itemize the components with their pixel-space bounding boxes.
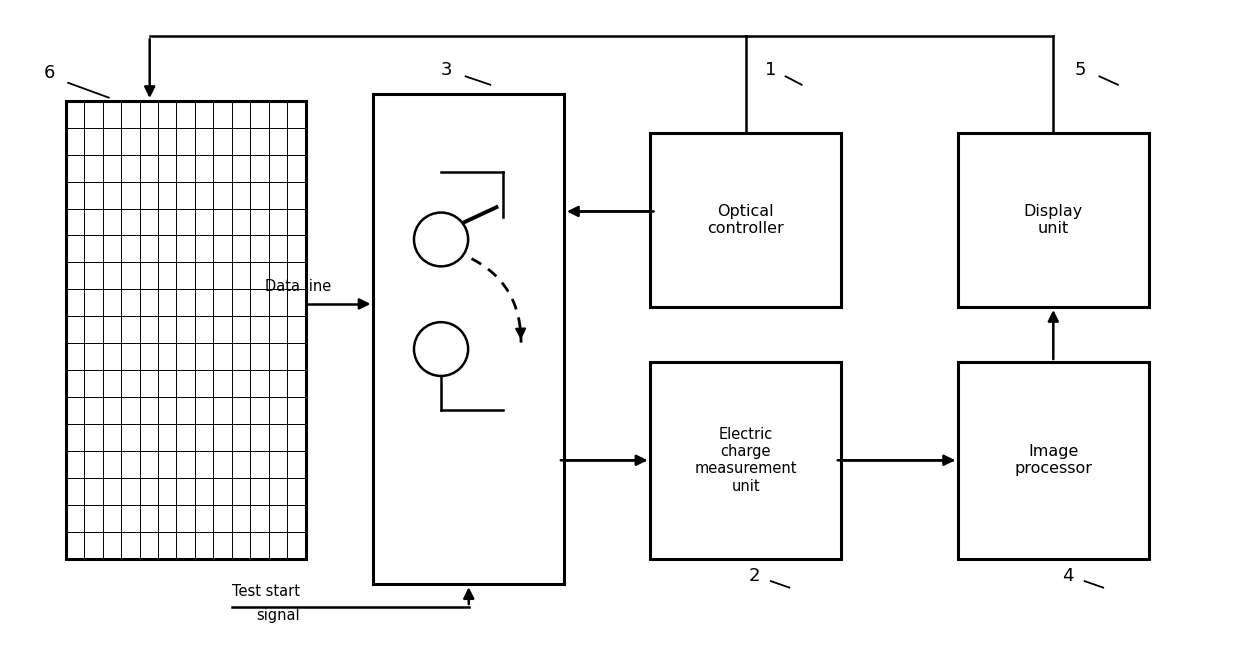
Text: 6: 6 xyxy=(43,64,55,82)
Text: 2: 2 xyxy=(748,567,761,585)
Bar xyxy=(650,362,841,558)
Bar xyxy=(373,95,564,584)
Bar xyxy=(650,133,841,307)
Text: 1: 1 xyxy=(764,61,776,79)
Text: 3: 3 xyxy=(441,61,452,79)
Text: 5: 5 xyxy=(1075,61,1087,79)
Text: 4: 4 xyxy=(1063,567,1074,585)
Text: Test start: Test start xyxy=(232,584,300,599)
Text: Electric
charge
measurement
unit: Electric charge measurement unit xyxy=(694,426,797,494)
Bar xyxy=(66,101,306,558)
Text: Optical
controller: Optical controller xyxy=(707,204,784,236)
Bar xyxy=(958,133,1149,307)
Ellipse shape xyxy=(414,213,468,266)
Text: signal: signal xyxy=(256,608,300,623)
Ellipse shape xyxy=(414,322,468,376)
Bar xyxy=(958,362,1149,558)
Text: Display
unit: Display unit xyxy=(1023,204,1083,236)
Text: Image
processor: Image processor xyxy=(1015,444,1093,477)
Text: Data line: Data line xyxy=(265,279,331,294)
